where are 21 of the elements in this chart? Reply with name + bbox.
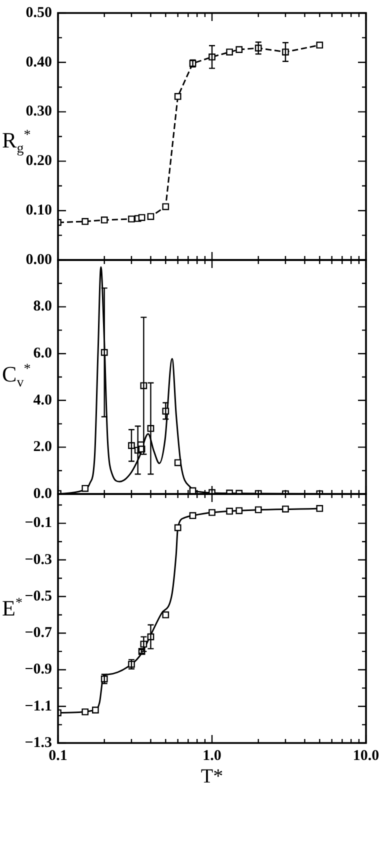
x-axis-title: T* [200, 765, 224, 788]
y-tick-label: 0.10 [26, 202, 52, 218]
y-tick-label: 0.20 [26, 153, 52, 170]
x-tick-label: 10.0 [352, 748, 380, 764]
y-tick-label: −0.1 [24, 515, 52, 532]
y-tick-label: 0.0 [33, 486, 52, 502]
y-tick-label: 2.0 [33, 439, 52, 456]
x-tick-label: 1.0 [202, 748, 222, 764]
y-tick-label: 0.30 [26, 104, 52, 120]
y-tick-label: −1.1 [24, 698, 52, 714]
y-tick-label: −0.5 [24, 588, 52, 604]
y-axis-title: E$^{*}$ [2, 595, 22, 620]
y-tick-label: 8.0 [33, 298, 52, 315]
y-tick-label: −0.7 [24, 625, 52, 642]
y-tick-label: 0.00 [26, 252, 52, 268]
y-tick-label: 0.50 [26, 4, 52, 21]
y-tick-label: 0.40 [26, 54, 52, 70]
y-tick-label: −0.9 [24, 662, 52, 678]
y-tick-label: 4.0 [33, 392, 52, 408]
y-tick-label: 6.0 [33, 345, 52, 362]
y-tick-label: −0.3 [24, 552, 52, 568]
